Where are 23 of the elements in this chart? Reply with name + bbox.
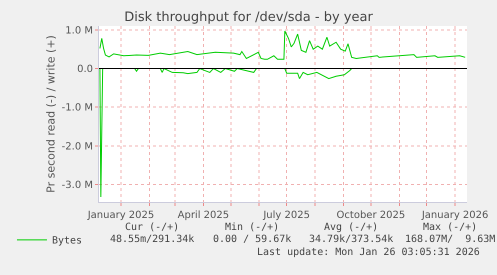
line-series [99, 30, 466, 60]
text: 0.00 / 59.67k [213, 234, 292, 245]
y-tick-label: 1.0 M [65, 25, 93, 36]
text: Avg (-/+) [324, 222, 378, 233]
y-tick-label: -1.0 M [62, 102, 93, 114]
x-tick-label: January 2026 [420, 210, 488, 221]
x-tick-label: April 2025 [178, 210, 230, 221]
x-tick-label: October 2025 [336, 210, 406, 221]
text: Min (-/+) [225, 222, 280, 233]
text: 34.79k/373.54k [309, 234, 394, 245]
text: Max (-/+) [423, 222, 478, 233]
y-tick-label: -2.0 M [62, 141, 93, 152]
legend-label: Bytes [52, 236, 82, 247]
text: Cur (-/+) [125, 222, 180, 233]
text: 168.07M/ 9.63M [405, 234, 496, 245]
y-axis-title: Pr second read (-) / write (+) [44, 35, 58, 193]
x-tick-label: January 2025 [86, 210, 154, 221]
chart-title: Disk throughput for /dev/sda - by year [124, 10, 374, 26]
text: 48.55m/291.34k [110, 234, 194, 245]
y-tick-label: 0.0 [77, 64, 93, 76]
x-tick-label: July 2025 [262, 210, 310, 221]
y-tick-label: -3.0 M [62, 180, 93, 192]
text: Last update: Mon Jan 26 03:05:31 2026 [257, 247, 480, 258]
